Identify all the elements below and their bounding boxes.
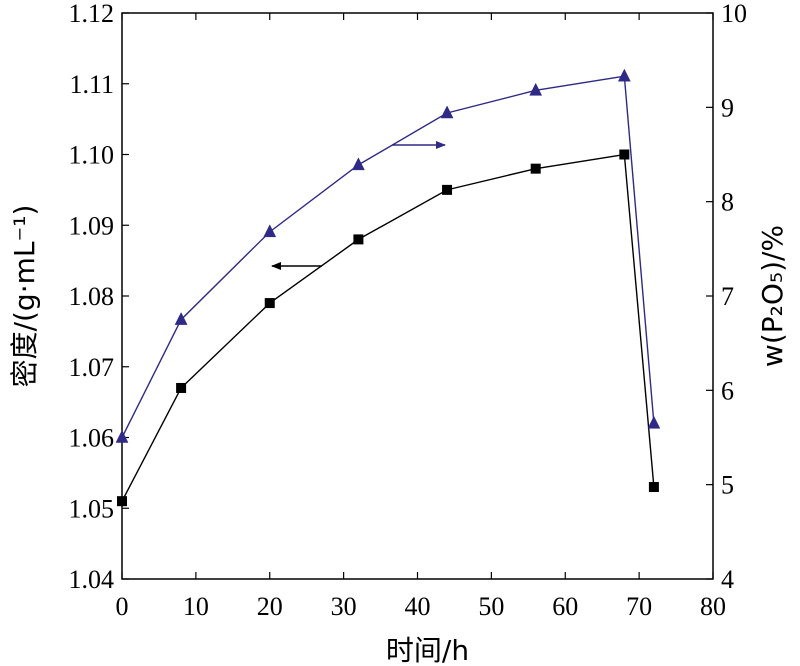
- x-tick-label: 50: [478, 592, 504, 621]
- x-axis-title: 时间/h: [386, 634, 469, 666]
- x-tick-label: 70: [626, 592, 652, 621]
- y-left-tick-label: 1.11: [69, 70, 114, 99]
- y-left-tick-label: 1.09: [69, 211, 115, 240]
- x-tick-label: 0: [116, 592, 129, 621]
- y-left-axis-title: 密度/(g·mL⁻¹): [8, 205, 41, 388]
- data-point-square: [619, 149, 630, 160]
- series-layer: [115, 68, 661, 507]
- data-point-triangle: [115, 429, 129, 443]
- y-left-tick-label: 1.08: [69, 282, 115, 311]
- data-point-triangle: [440, 105, 454, 119]
- y-right-tick-label: 6: [721, 376, 734, 405]
- data-point-square: [176, 382, 187, 393]
- x-tick-label: 30: [331, 592, 357, 621]
- y-left-tick-label: 1.06: [69, 424, 115, 453]
- series-p2o5: [115, 68, 661, 443]
- data-point-square: [648, 482, 659, 493]
- data-point-triangle: [174, 312, 188, 325]
- data-point-triangle: [647, 415, 661, 429]
- data-point-square: [530, 163, 541, 174]
- series-line: [121, 153, 655, 502]
- y-right-tick-label: 5: [721, 471, 734, 500]
- x-tick-label: 40: [405, 592, 431, 621]
- data-point-square: [264, 298, 275, 309]
- y-right-tick-label: 9: [721, 93, 734, 122]
- axes: [121, 12, 714, 580]
- labels-layer: 0 10 20 30 40 50 60 70 80 1.04 1.05 1.06 1.07 1.08 1.0…: [8, 0, 789, 666]
- y-right-tick-label: 8: [721, 188, 734, 217]
- data-point-triangle: [263, 224, 277, 238]
- x-tick-label: 10: [183, 592, 209, 621]
- x-tick-label: 60: [552, 592, 578, 621]
- y-left-tick-label: 1.05: [69, 494, 115, 523]
- y-right-axis-title: w(P₂O₅)/%: [756, 225, 789, 367]
- y-left-tick-label: 1.07: [69, 353, 115, 382]
- x-tick-label: 80: [700, 592, 726, 621]
- data-point-triangle: [617, 68, 631, 82]
- x-tick-label: 20: [257, 592, 283, 621]
- data-point-square: [442, 184, 453, 195]
- y-right-tick-label: 4: [721, 565, 734, 594]
- data-point-triangle: [351, 157, 365, 171]
- y-left-tick-label: 1.10: [69, 141, 115, 170]
- plot-frame: [121, 12, 714, 580]
- y-left-tick-label: 1.04: [69, 565, 115, 594]
- data-point-square: [117, 496, 127, 507]
- series-density: [117, 149, 659, 507]
- y-right-tick-label: 10: [721, 0, 747, 28]
- series-line: [121, 75, 655, 438]
- data-point-square: [353, 234, 364, 245]
- data-point-triangle: [529, 82, 543, 96]
- y-left-tick-label: 1.12: [69, 0, 115, 28]
- y-right-tick-label: 7: [721, 282, 734, 311]
